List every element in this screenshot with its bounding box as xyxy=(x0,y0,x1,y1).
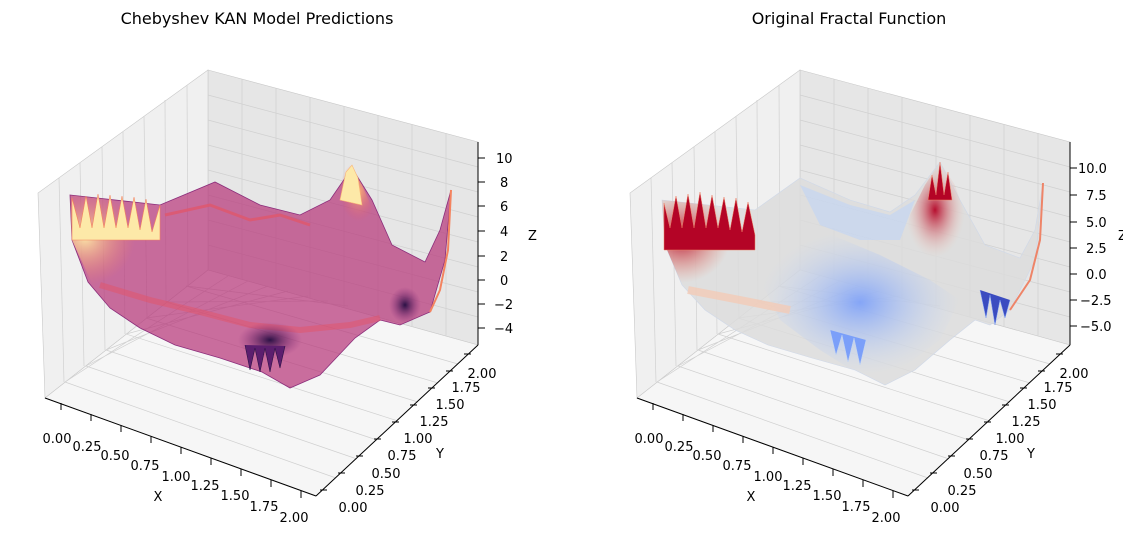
y-tick-label: 0.25 xyxy=(356,484,385,499)
z-tick-label: −2.5 xyxy=(1080,294,1112,309)
x-tick-label: 1.50 xyxy=(813,489,842,504)
y-tick-label: 1.25 xyxy=(420,415,449,430)
surface-spikes-right xyxy=(927,161,953,201)
y-tick-label: 0.75 xyxy=(980,449,1009,464)
surface-edge-right xyxy=(429,189,452,313)
y-tick-label: 1.00 xyxy=(404,432,433,447)
surface-peak-right-core xyxy=(339,164,363,206)
y-tick-label: 1.25 xyxy=(1012,415,1041,430)
z-axis-label: Z xyxy=(1118,229,1123,244)
y-axis-line xyxy=(907,344,1071,497)
z-tick-label: 7.5 xyxy=(1086,189,1107,204)
plot-left: Chebyshev KAN Model Predictions xyxy=(37,9,537,526)
x-tick-label: 1.00 xyxy=(754,470,783,485)
surface-spikes-left xyxy=(71,193,161,241)
x-tick-label: 0.25 xyxy=(73,440,102,455)
z-tick-label: 10.0 xyxy=(1078,162,1107,177)
x-tick-label: 2.00 xyxy=(280,511,309,526)
y-tick-label: 0.00 xyxy=(931,501,960,516)
surface-ridge xyxy=(164,203,311,227)
x-tick-label: 0.00 xyxy=(43,432,72,447)
x-tick-label: 1.75 xyxy=(250,500,279,515)
chart-title: Chebyshev KAN Model Predictions xyxy=(121,9,394,28)
z-tick-label: 0 xyxy=(500,274,508,289)
y-ticks: 0.00 0.25 0.50 0.75 1.00 1.25 1.50 1.75 … xyxy=(912,353,1089,516)
y-tick-label: 1.00 xyxy=(996,432,1025,447)
y-tick-label: 0.50 xyxy=(964,467,993,482)
y-axis-line xyxy=(315,344,479,497)
plot-right: Original Fractal Function 0.00 0.25 0.50 xyxy=(629,9,1123,526)
z-tick-label: 8 xyxy=(500,176,508,191)
x-tick-label: 1.25 xyxy=(783,479,812,494)
y-tick-label: 1.75 xyxy=(452,381,481,396)
surface-spikes-down xyxy=(979,289,1011,326)
x-tick-label: 1.75 xyxy=(842,500,871,515)
y-tick-label: 0.50 xyxy=(372,467,401,482)
surface-cold-region xyxy=(760,230,960,375)
z-tick-label: 2.5 xyxy=(1086,242,1107,257)
y-tick-label: 0.75 xyxy=(388,449,417,464)
y-tick-label: 2.00 xyxy=(468,367,497,382)
z-ticks: −4 −2 0 2 4 6 8 10 xyxy=(478,152,513,337)
y-axis-label: Y xyxy=(435,447,444,462)
x-axis-label: X xyxy=(747,490,756,505)
surface-cold-back xyxy=(800,185,915,240)
chart-title: Original Fractal Function xyxy=(752,9,947,28)
surface-pit-right xyxy=(389,287,421,323)
z-tick-label: 0.0 xyxy=(1086,268,1107,283)
y-tick-label: 1.75 xyxy=(1044,381,1073,396)
surface-spikes-center xyxy=(829,329,867,366)
z-tick-label: −4 xyxy=(494,322,513,337)
y-tick-label: 1.50 xyxy=(1028,398,1057,413)
surface-spikes-left xyxy=(663,191,756,251)
y-tick-label: 0.00 xyxy=(339,501,368,516)
x-tick-label: 2.00 xyxy=(872,511,901,526)
y-ticks: 0.00 0.25 0.50 0.75 1.00 1.25 1.50 1.75 … xyxy=(320,353,497,516)
surface-band xyxy=(99,282,381,334)
y-tick-label: 2.00 xyxy=(1060,367,1089,382)
z-axis-label: Z xyxy=(528,229,537,244)
z-tick-label: 6 xyxy=(500,200,508,215)
z-tick-label: 5.0 xyxy=(1086,216,1107,231)
x-axis-label: X xyxy=(154,490,163,505)
x-tick-label: 0.25 xyxy=(665,440,694,455)
x-tick-label: 0.75 xyxy=(723,459,752,474)
surface-spikes-center xyxy=(244,344,286,373)
z-ticks: −5.0 −2.5 0.0 2.5 5.0 7.5 10.0 xyxy=(1070,162,1112,335)
x-ticks: 0.00 0.25 0.50 0.75 1.00 1.25 1.50 1.75 … xyxy=(635,403,901,526)
x-tick-label: 0.50 xyxy=(693,449,722,464)
z-tick-label: −5.0 xyxy=(1080,320,1112,335)
surface-warm-band xyxy=(687,286,791,314)
x-tick-label: 0.75 xyxy=(131,459,160,474)
x-tick-label: 1.25 xyxy=(191,479,220,494)
z-tick-label: 10 xyxy=(496,152,513,167)
x-tick-label: 0.00 xyxy=(635,432,664,447)
z-tick-label: 4 xyxy=(500,225,508,240)
z-tick-label: 2 xyxy=(500,250,508,265)
x-tick-label: 0.50 xyxy=(101,449,130,464)
y-tick-label: 1.50 xyxy=(436,398,465,413)
z-tick-label: −2 xyxy=(494,298,513,313)
x-tick-label: 1.00 xyxy=(162,470,191,485)
y-tick-label: 0.25 xyxy=(948,484,977,499)
y-axis-label: Y xyxy=(1026,447,1035,462)
x-ticks: 0.00 0.25 0.50 0.75 1.00 1.25 1.50 1.75 … xyxy=(43,403,309,526)
surface-edge-right xyxy=(1009,182,1044,311)
x-tick-label: 1.50 xyxy=(221,489,250,504)
